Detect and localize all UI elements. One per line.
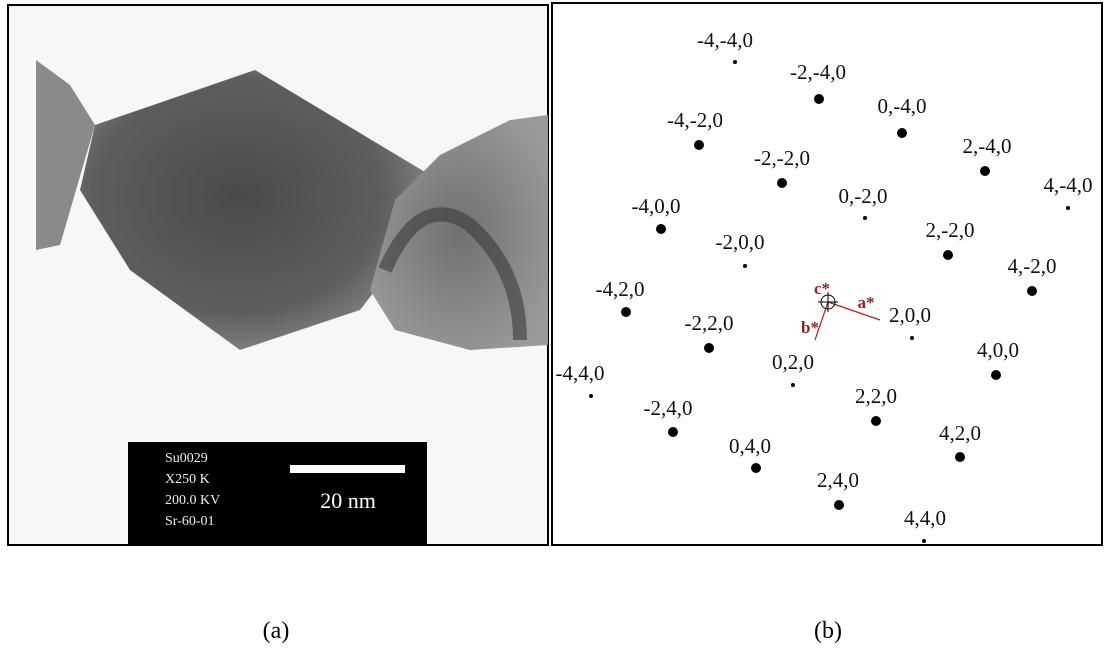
scale-bar xyxy=(290,465,405,473)
spot-label: -4,-2,0 xyxy=(667,108,723,132)
spot xyxy=(991,370,1001,380)
spot-label: -4,0,0 xyxy=(632,194,681,218)
spot xyxy=(943,250,953,260)
caption: (a) xyxy=(263,618,290,644)
spot-label: 2,-2,0 xyxy=(926,218,975,242)
spot xyxy=(751,463,761,473)
spot-label: -2,4,0 xyxy=(644,396,693,420)
spot xyxy=(814,94,824,104)
spot-label: -2,-4,0 xyxy=(790,60,846,84)
info-line: Sr-60-01 xyxy=(165,514,215,529)
spot xyxy=(910,336,914,340)
spot-label: 4,-2,0 xyxy=(1008,254,1057,278)
spot-label: -2,0,0 xyxy=(716,230,765,254)
axis-label: c* xyxy=(814,279,830,298)
spot xyxy=(1027,286,1037,296)
axis-label: a* xyxy=(858,293,875,312)
spot xyxy=(733,60,737,64)
spot-label: 2,-4,0 xyxy=(963,134,1012,158)
spot-label: -4,2,0 xyxy=(596,277,645,301)
spot-label: -4,4,0 xyxy=(556,361,605,385)
spot-label: 4,0,0 xyxy=(977,338,1019,362)
scale-label: 20 nm xyxy=(320,488,376,513)
spot-label: -2,-2,0 xyxy=(754,146,810,170)
spot xyxy=(791,383,795,387)
panel-a: 20 nm Su0029 X250 K 200.0 KV Sr-60-01 xyxy=(8,5,548,545)
spot-label: -4,-4,0 xyxy=(697,28,753,52)
spot xyxy=(834,500,844,510)
spot xyxy=(922,539,926,543)
spot-label: 0,2,0 xyxy=(772,350,814,374)
spot-label: 4,4,0 xyxy=(904,506,946,530)
spot xyxy=(621,307,631,317)
spot xyxy=(980,166,990,176)
spot xyxy=(656,224,666,234)
info-line: X250 K xyxy=(165,472,210,487)
spot xyxy=(1066,206,1070,210)
spot xyxy=(589,394,593,398)
caption: (b) xyxy=(814,618,842,644)
spot xyxy=(694,140,704,150)
spot xyxy=(955,452,965,462)
spot-label: 0,4,0 xyxy=(729,434,771,458)
spot-label: 2,4,0 xyxy=(817,468,859,492)
spot-label: -2,2,0 xyxy=(685,311,734,335)
spot-label: 4,2,0 xyxy=(939,421,981,445)
panel-b: a* b* c* -4,-4,0 -2,-4,0 0,-4,0 2,-4,0 4,-4,… xyxy=(552,3,1102,545)
spot-label: 2,0,0 xyxy=(889,303,931,327)
spot xyxy=(897,128,907,138)
spot xyxy=(863,216,867,220)
spot xyxy=(777,178,787,188)
figure: 20 nm Su0029 X250 K 200.0 KV Sr-60-01 a*… xyxy=(0,0,1107,652)
spot-label: 2,2,0 xyxy=(855,384,897,408)
spot-label: 0,-2,0 xyxy=(839,184,888,208)
axis-label: b* xyxy=(801,318,819,337)
spot xyxy=(871,416,881,426)
spot xyxy=(668,427,678,437)
spot-label: 4,-4,0 xyxy=(1044,173,1093,197)
spot xyxy=(704,343,714,353)
info-line: 200.0 KV xyxy=(165,493,220,508)
spot-label: 0,-4,0 xyxy=(878,94,927,118)
info-line: Su0029 xyxy=(165,451,208,466)
spot xyxy=(743,264,747,268)
